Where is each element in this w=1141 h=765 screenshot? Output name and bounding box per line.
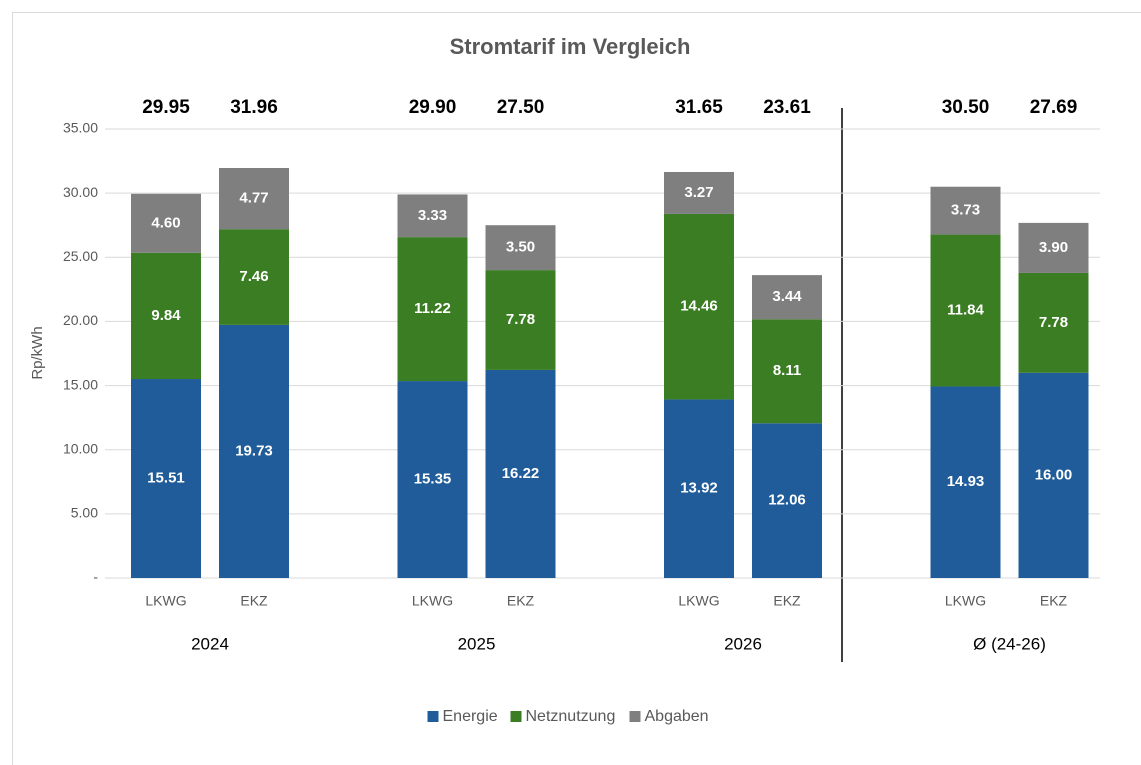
total-label: 27.69 — [1030, 97, 1078, 118]
group-label: Ø (24-26) — [973, 634, 1046, 653]
bar-segment — [752, 275, 822, 320]
legend-label: Energie — [443, 708, 498, 725]
legend-label: Netznutzung — [526, 708, 616, 725]
data-label: 3.27 — [684, 184, 713, 201]
bar-segment — [397, 237, 468, 382]
data-label: 14.46 — [680, 298, 718, 315]
data-label: 3.90 — [1039, 239, 1068, 256]
data-label: 3.44 — [772, 288, 802, 305]
bar-segment — [219, 324, 289, 578]
bar-segment — [930, 386, 1001, 578]
x-tick-label: LKWG — [145, 593, 186, 609]
bar-segment — [397, 194, 468, 238]
bar-segment — [219, 229, 289, 325]
x-tick-label: LKWG — [945, 593, 986, 609]
bar-segment — [930, 186, 1001, 235]
data-label: 19.73 — [235, 442, 273, 459]
data-label: 4.77 — [239, 190, 268, 207]
total-label: 27.50 — [497, 97, 545, 118]
legend-swatch — [629, 711, 641, 722]
data-label: 16.22 — [502, 465, 540, 482]
data-label: 7.78 — [506, 311, 535, 328]
data-label: 8.11 — [773, 362, 801, 379]
data-label: 15.35 — [414, 471, 452, 488]
data-label: 14.93 — [947, 473, 985, 490]
legend-swatch — [510, 711, 522, 722]
x-tick-label: EKZ — [773, 593, 801, 609]
bar-segment — [664, 171, 734, 214]
y-axis-label: Rp/kWh — [29, 326, 46, 379]
x-tick-label: EKZ — [1040, 593, 1068, 609]
bar-segment — [131, 379, 201, 578]
bar-segment — [664, 213, 734, 400]
bar-segment — [930, 234, 1001, 387]
total-label: 30.50 — [942, 97, 990, 118]
total-label: 29.95 — [142, 97, 190, 118]
total-label: 31.65 — [675, 97, 723, 118]
total-label: 23.61 — [763, 97, 811, 118]
data-label: 11.22 — [414, 300, 451, 317]
data-label: 7.78 — [1039, 314, 1068, 331]
data-label: 12.06 — [768, 492, 806, 509]
data-label: 9.84 — [151, 307, 181, 324]
data-label: 3.50 — [506, 239, 535, 256]
bar-segment — [397, 381, 468, 578]
y-tick-label: 25.00 — [63, 248, 98, 264]
data-label: 3.73 — [951, 202, 980, 219]
bar-segment — [752, 319, 822, 424]
data-label: 3.33 — [418, 207, 447, 224]
total-label: 29.90 — [409, 97, 457, 118]
bar-segment — [664, 399, 734, 578]
bar-segment — [485, 270, 556, 370]
bar-segment — [219, 167, 289, 230]
x-tick-label: EKZ — [507, 593, 535, 609]
legend-label: Abgaben — [645, 708, 709, 725]
data-label: 7.46 — [239, 268, 268, 285]
x-tick-label: EKZ — [240, 593, 268, 609]
y-tick-label: 15.00 — [63, 376, 98, 392]
chart-title: Stromtarif im Vergleich — [450, 34, 691, 59]
bar-segment — [485, 225, 556, 271]
bar-segment — [131, 193, 201, 253]
data-label: 13.92 — [680, 480, 718, 497]
total-label: 31.96 — [230, 97, 278, 118]
bar-segment — [131, 252, 201, 380]
bar-segment — [1018, 222, 1089, 273]
data-label: 4.60 — [151, 214, 180, 231]
bar-segment — [485, 369, 556, 578]
x-tick-label: LKWG — [678, 593, 719, 609]
x-tick-label: LKWG — [412, 593, 453, 609]
y-tick-label: - — [93, 569, 98, 585]
group-label: 2025 — [458, 634, 496, 653]
y-tick-label: 10.00 — [63, 440, 98, 456]
group-label: 2024 — [191, 634, 229, 653]
legend-swatch — [427, 711, 439, 722]
y-tick-label: 30.00 — [63, 184, 98, 200]
group-label: 2026 — [724, 634, 762, 653]
data-label: 15.51 — [147, 469, 185, 486]
data-label: 16.00 — [1035, 466, 1073, 483]
bar-segment — [752, 423, 822, 578]
bar-segment — [1018, 372, 1089, 578]
y-tick-label: 5.00 — [71, 505, 98, 521]
data-label: 11.84 — [947, 301, 984, 318]
bar-segment — [1018, 272, 1089, 373]
y-tick-label: 20.00 — [63, 312, 98, 328]
y-tick-label: 35.00 — [63, 120, 98, 136]
